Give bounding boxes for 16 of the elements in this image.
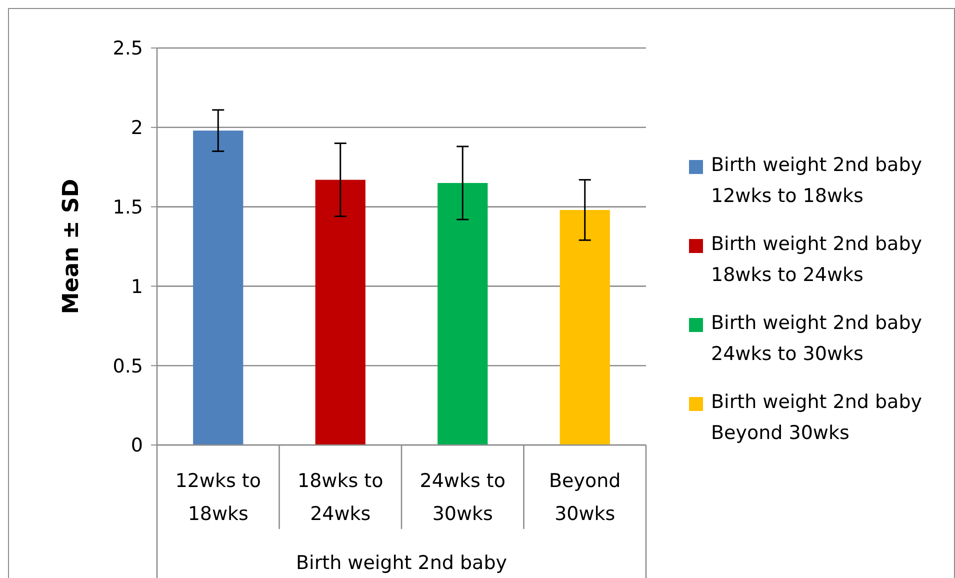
y-tick-label: 1.5 (112, 196, 143, 218)
legend-label: Birth weight 2nd baby 18wks to 24wks (711, 233, 922, 286)
x-tick-label: 12wks to 18wks (175, 470, 261, 525)
legend-label: Birth weight 2nd baby 24wks to 30wks (711, 312, 922, 365)
y-tick-label: 0 (130, 434, 143, 457)
y-tick-label: 2 (130, 117, 143, 140)
legend-label: Birth weight 2nd baby Beyond 30wks (711, 391, 922, 444)
x-tick-label: 18wks to 24wks (298, 470, 384, 525)
legend-label: Birth weight 2nd baby 12wks to 18wks (711, 154, 922, 207)
x-tick-label: Beyond 30wks (549, 470, 621, 525)
y-tick-label: 0.5 (112, 355, 143, 378)
x-axis-title: Birth weight 2nd baby (296, 552, 507, 574)
y-tick-label: 2.5 (112, 38, 143, 60)
y-axis-title: Mean ± SD (59, 178, 84, 314)
y-tick-label: 1 (130, 276, 143, 298)
x-tick-label: 24wks to 30wks (420, 470, 506, 525)
